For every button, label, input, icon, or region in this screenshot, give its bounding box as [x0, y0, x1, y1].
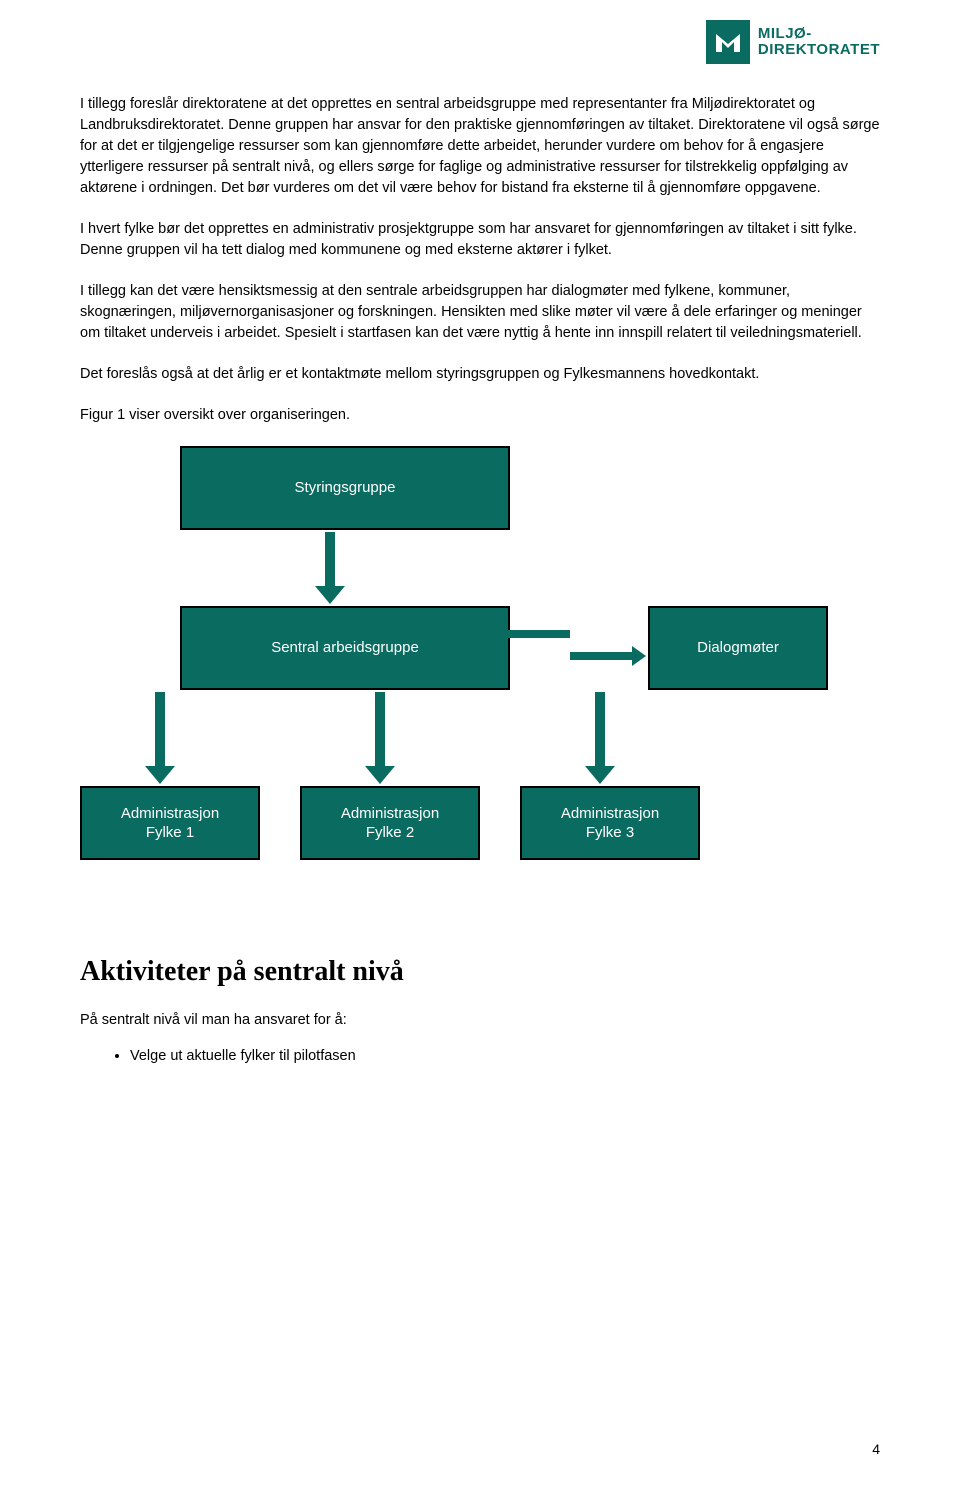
- paragraph-4: Det foreslås også at det årlig er et kon…: [80, 364, 880, 385]
- logo-mark-icon: [706, 20, 750, 64]
- section-lead: På sentralt nivå vil man ha ansvaret for…: [80, 1012, 880, 1028]
- logo-text-line1: MILJØ-: [758, 26, 880, 43]
- page-number: 4: [872, 1441, 880, 1457]
- logo-text-line2: DIREKTORATET: [758, 42, 880, 59]
- logo: MILJØ- DIREKTORATET: [706, 20, 880, 64]
- diagram-node-admin3: Administrasjon Fylke 3: [520, 786, 700, 860]
- paragraph-5: Figur 1 viser oversikt over organisering…: [80, 405, 880, 426]
- diagram-arrow-1: [494, 624, 570, 649]
- logo-text: MILJØ- DIREKTORATET: [758, 26, 880, 59]
- diagram-node-sentral: Sentral arbeidsgruppe: [180, 606, 510, 690]
- diagram-node-admin1: Administrasjon Fylke 1: [80, 786, 260, 860]
- paragraph-2: I hvert fylke bør det opprettes en admin…: [80, 219, 880, 261]
- list-item: Velge ut aktuelle fylker til pilotfasen: [130, 1046, 880, 1068]
- paragraph-1: I tillegg foreslår direktoratene at det …: [80, 94, 880, 199]
- section-heading: Aktiviteter på sentralt nivå: [80, 956, 880, 988]
- diagram-arrow-5: [585, 692, 615, 789]
- body-text: I tillegg foreslår direktoratene at det …: [80, 94, 880, 426]
- diagram-node-admin2: Administrasjon Fylke 2: [300, 786, 480, 860]
- diagram-arrow-4: [365, 692, 395, 789]
- diagram-arrow-3: [145, 692, 175, 789]
- page-header: MILJØ- DIREKTORATET: [80, 0, 880, 94]
- paragraph-3: I tillegg kan det være hensiktsmessig at…: [80, 281, 880, 344]
- diagram-arrow-2: [570, 646, 646, 671]
- diagram-arrow-0: [315, 532, 345, 609]
- diagram-node-styringsgruppe: Styringsgruppe: [180, 446, 510, 530]
- bullet-list: Velge ut aktuelle fylker til pilotfasen: [130, 1046, 880, 1068]
- org-diagram: Styringsgruppe Sentral arbeidsgruppe Dialo…: [80, 446, 880, 916]
- diagram-node-dialog: Dialogmøter: [648, 606, 828, 690]
